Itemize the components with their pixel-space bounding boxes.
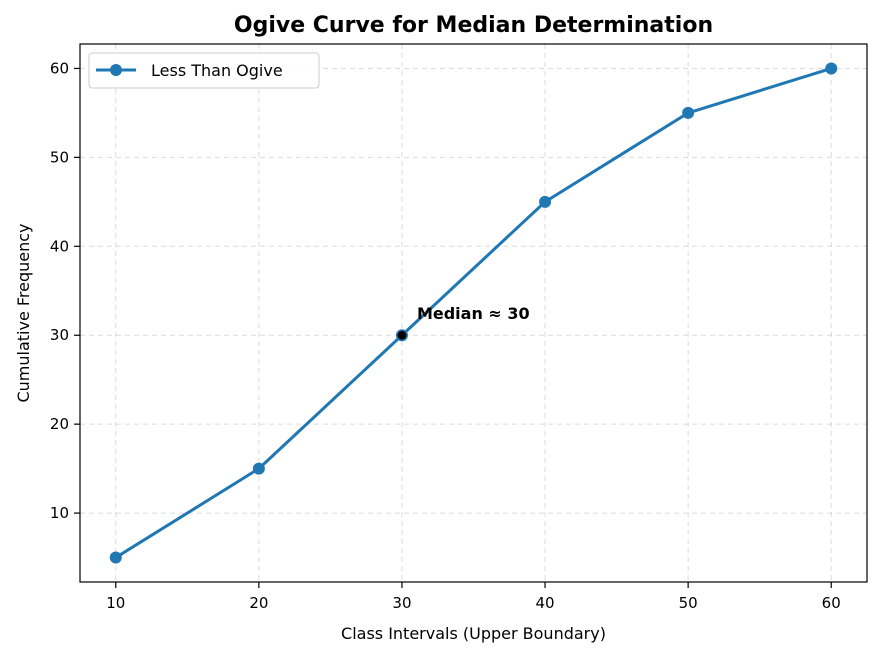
series-line xyxy=(114,66,833,560)
y-tick-label: 20 xyxy=(50,415,69,433)
y-axis-ticks: 10 20 30 40 50 60 xyxy=(50,59,80,522)
legend: Less Than Ogive xyxy=(88,52,320,89)
y-tick-label: 50 xyxy=(50,148,69,166)
x-tick-label: 20 xyxy=(249,594,268,612)
median-annotation: Median ≈ 30 xyxy=(417,304,530,323)
x-tick-label: 40 xyxy=(535,594,554,612)
chart-title: Ogive Curve for Median Determination xyxy=(234,13,713,38)
x-tick-label: 10 xyxy=(106,594,125,612)
x-tick-label: 30 xyxy=(392,594,411,612)
median-marker xyxy=(396,329,408,341)
y-axis-label: Cumulative Frequency xyxy=(14,223,33,402)
y-tick-label: 40 xyxy=(50,237,69,255)
legend-box xyxy=(88,52,320,89)
data-point xyxy=(252,462,265,475)
y-tick-label: 10 xyxy=(50,504,69,522)
x-tick-label: 50 xyxy=(679,594,698,612)
data-point xyxy=(109,551,122,564)
x-tick-label: 60 xyxy=(822,594,841,612)
y-tick-label: 30 xyxy=(50,326,69,344)
data-point xyxy=(825,62,838,75)
legend-marker-swatch xyxy=(110,64,122,76)
x-axis-ticks: 10 20 30 40 50 60 xyxy=(106,582,841,612)
plot-frame xyxy=(79,43,868,583)
annotation-layer: Median ≈ 30 xyxy=(396,304,530,341)
data-point xyxy=(539,195,552,208)
data-point xyxy=(682,106,695,119)
y-tick-label: 60 xyxy=(50,59,69,77)
legend-entry-label: Less Than Ogive xyxy=(151,61,283,80)
x-axis-label: Class Intervals (Upper Boundary) xyxy=(341,624,606,643)
